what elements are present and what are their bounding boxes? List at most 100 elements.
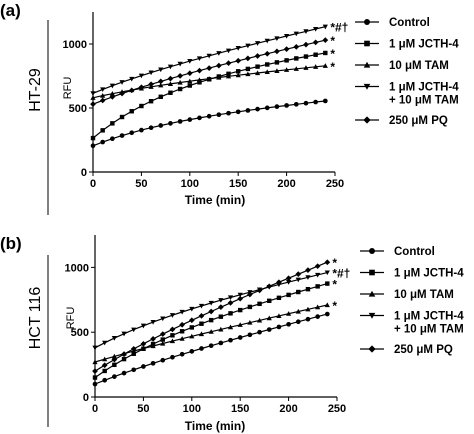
x-tick-label: 0 <box>90 178 96 190</box>
data-point <box>305 306 311 312</box>
data-point <box>110 136 115 142</box>
data-point <box>313 99 318 105</box>
data-point <box>160 340 166 346</box>
data-point <box>293 44 300 50</box>
data-point <box>187 117 193 122</box>
data-point <box>100 128 105 133</box>
data-point <box>266 283 273 290</box>
data-point <box>286 311 292 316</box>
data-point <box>90 91 96 96</box>
data-point <box>119 133 125 138</box>
data-point <box>169 326 176 333</box>
significance-annotation: *#† <box>332 267 350 281</box>
data-point <box>167 64 174 70</box>
data-point <box>323 50 328 56</box>
data-point <box>179 309 185 315</box>
data-point <box>276 279 282 286</box>
data-point <box>322 98 328 104</box>
data-point <box>177 119 183 124</box>
data-point <box>255 64 260 69</box>
data-point <box>324 302 330 308</box>
y-tick-label: 0 <box>83 392 89 404</box>
data-point <box>293 66 299 71</box>
data-point <box>324 259 331 266</box>
panel-a: (a) HT-29 RFU Time (min) 0 50 100 150 200 250… <box>0 1 459 215</box>
data-point <box>100 93 106 98</box>
cell-line-label: HCT 116 <box>27 287 44 350</box>
data-point <box>245 55 251 62</box>
data-point <box>285 275 292 282</box>
data-point <box>286 321 291 327</box>
data-point <box>197 80 202 85</box>
y-tick-label: 1000 <box>65 262 89 274</box>
data-point <box>141 364 146 369</box>
cell-line-label: HT-29 <box>27 68 44 112</box>
data-point <box>111 336 117 341</box>
significance-annotation: * <box>332 299 337 313</box>
legend-marker <box>369 248 375 254</box>
data-point <box>245 66 251 72</box>
data-point <box>274 104 280 109</box>
data-point <box>303 41 309 48</box>
data-point <box>99 97 106 104</box>
data-point <box>121 370 127 376</box>
data-point <box>295 277 301 283</box>
data-point <box>254 70 261 76</box>
data-point <box>237 335 243 340</box>
data-point <box>129 109 134 114</box>
data-point <box>111 356 118 363</box>
data-point <box>256 317 263 323</box>
significance-annotation: * <box>332 256 337 270</box>
data-point <box>218 326 224 332</box>
data-point <box>284 67 290 72</box>
x-tick-label: 0 <box>92 403 98 415</box>
data-point <box>305 267 311 274</box>
data-point <box>313 52 318 57</box>
data-point <box>254 41 261 46</box>
data-point <box>109 83 115 89</box>
data-point <box>276 295 282 301</box>
data-point <box>160 316 166 322</box>
data-point <box>276 324 282 330</box>
data-point <box>313 64 319 69</box>
x-tick-label: 50 <box>137 403 149 415</box>
data-point <box>150 319 156 325</box>
data-point <box>186 70 193 77</box>
legend-marker <box>368 290 376 297</box>
data-point <box>197 115 202 121</box>
data-point <box>121 351 127 357</box>
data-point <box>119 90 125 97</box>
data-point <box>245 108 251 113</box>
data-point <box>218 298 224 303</box>
data-point <box>303 100 309 106</box>
data-point <box>315 272 321 278</box>
data-point <box>237 292 243 298</box>
data-point <box>177 86 183 92</box>
data-point <box>264 38 270 44</box>
data-point <box>296 289 301 295</box>
series-line <box>94 261 328 372</box>
data-point <box>140 340 147 347</box>
data-point <box>256 287 263 294</box>
data-point <box>187 78 193 84</box>
legend-label: 1 μM JCTH-4 <box>389 39 459 51</box>
data-point <box>315 314 320 319</box>
data-point <box>150 343 156 349</box>
legend-marker <box>364 40 370 47</box>
data-point <box>206 53 212 59</box>
x-tick-label: 50 <box>135 178 147 190</box>
data-point <box>170 354 175 360</box>
data-point <box>257 301 262 307</box>
data-point <box>215 62 222 69</box>
data-point <box>303 54 309 59</box>
data-point <box>160 357 166 363</box>
data-point <box>274 68 280 73</box>
y-axis-label: RFU <box>65 307 77 330</box>
data-point <box>264 69 270 75</box>
x-tick-label: 150 <box>231 403 249 415</box>
data-point <box>167 81 174 86</box>
data-point <box>92 368 98 374</box>
data-point <box>148 98 154 104</box>
data-point <box>264 50 271 57</box>
